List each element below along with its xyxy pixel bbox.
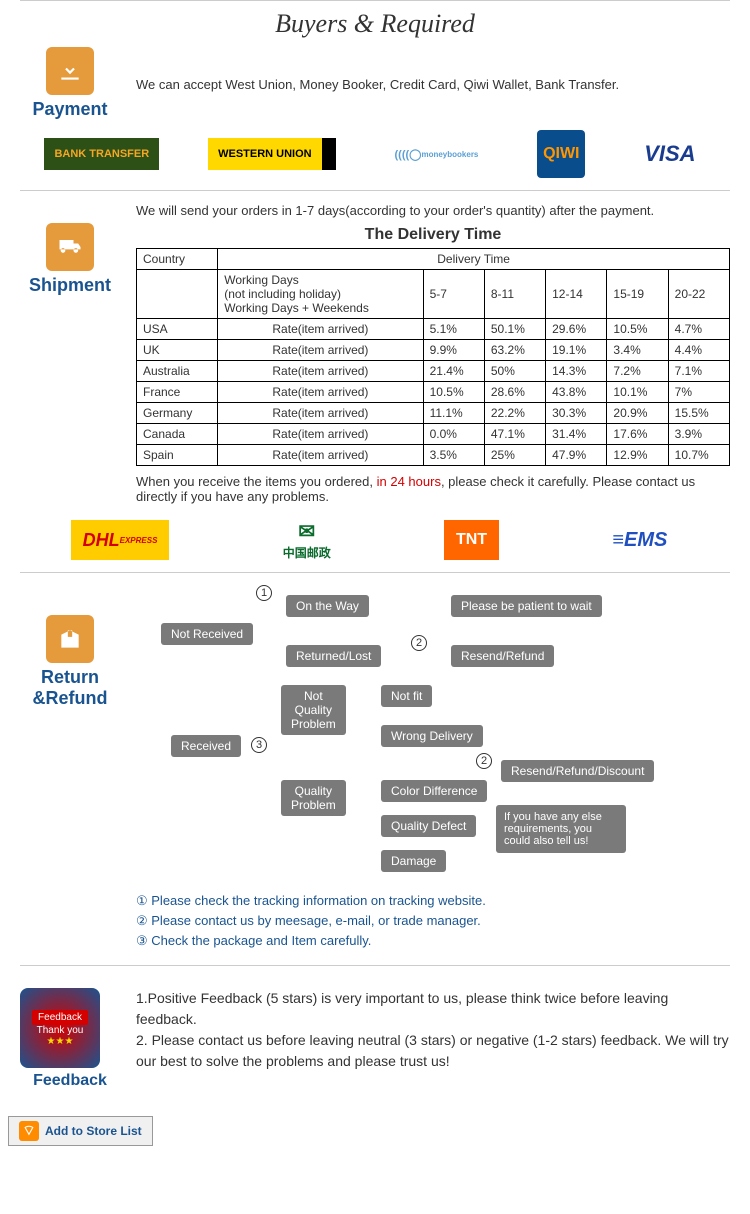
payment-title: Payment bbox=[20, 99, 120, 120]
range-4: 20-22 bbox=[668, 270, 729, 319]
payment-icon bbox=[46, 47, 94, 95]
moneybookers-logo: ((((◯moneybookers bbox=[385, 138, 489, 170]
note-2: ② Please contact us by meesage, e-mail, … bbox=[136, 913, 730, 929]
box-damage: Damage bbox=[381, 850, 446, 872]
page-header: Buyers & Required bbox=[20, 0, 730, 47]
separator bbox=[20, 190, 730, 191]
china-post-logo: ✉中国邮政 bbox=[271, 520, 343, 560]
payment-text: We can accept West Union, Money Booker, … bbox=[136, 77, 730, 92]
circle-1: 1 bbox=[256, 585, 272, 601]
return-section: Return &Refund 1 Not Received On the Way… bbox=[20, 585, 730, 953]
range-0: 5-7 bbox=[423, 270, 484, 319]
return-title: Return &Refund bbox=[20, 667, 120, 709]
bank-transfer-logo: BANK TRANSFER bbox=[44, 138, 159, 170]
separator bbox=[20, 965, 730, 966]
shipment-icon bbox=[46, 223, 94, 271]
add-to-store-button[interactable]: ⌔ Add to Store List bbox=[8, 1116, 153, 1146]
feedback-section: Feedback Thank you ★★★ Feedback 1.Positi… bbox=[20, 978, 730, 1100]
th-delivery: Delivery Time bbox=[218, 249, 730, 270]
box-on-way: On the Way bbox=[286, 595, 369, 617]
return-icon bbox=[46, 615, 94, 663]
table-row: UKRate(item arrived)9.9%63.2%19.1%3.4%4.… bbox=[137, 340, 730, 361]
return-notes: ① Please check the tracking information … bbox=[136, 893, 730, 949]
shipment-title: Shipment bbox=[20, 275, 120, 296]
callout: If you have any else requirements, you c… bbox=[496, 805, 626, 853]
after-table-note: When you receive the items you ordered, … bbox=[136, 474, 730, 504]
circle-2a: 2 bbox=[411, 635, 427, 651]
western-union-logo: WESTERN UNION bbox=[208, 138, 336, 170]
box-not-fit: Not fit bbox=[381, 685, 432, 707]
payment-section: Payment We can accept West Union, Money … bbox=[20, 47, 730, 178]
box-not-received: Not Received bbox=[161, 623, 253, 645]
ems-logo: ≡EMS bbox=[600, 520, 679, 560]
table-row: AustraliaRate(item arrived)21.4%50%14.3%… bbox=[137, 361, 730, 382]
feedback-text: 1.Positive Feedback (5 stars) is very im… bbox=[136, 988, 730, 1090]
box-wrong: Wrong Delivery bbox=[381, 725, 483, 747]
delivery-table: Country Delivery Time Working Days (not … bbox=[136, 248, 730, 466]
box-nqp: Not Quality Problem bbox=[281, 685, 346, 735]
table-row: SpainRate(item arrived)3.5%25%47.9%12.9%… bbox=[137, 445, 730, 466]
feedback-badge-icon: Feedback Thank you ★★★ bbox=[20, 988, 100, 1068]
range-3: 15-19 bbox=[607, 270, 668, 319]
box-received: Received bbox=[171, 735, 241, 757]
note-1: ① Please check the tracking information … bbox=[136, 893, 730, 909]
shipment-intro: We will send your orders in 1-7 days(acc… bbox=[136, 203, 730, 218]
tnt-logo: TNT bbox=[444, 520, 499, 560]
note-3: ③ Check the package and Item carefully. bbox=[136, 933, 730, 949]
table-row: CanadaRate(item arrived)0.0%47.1%31.4%17… bbox=[137, 424, 730, 445]
shipment-section: Shipment We will send your orders in 1-7… bbox=[20, 203, 730, 560]
box-returned: Returned/Lost bbox=[286, 645, 381, 667]
rss-icon: ⌔ bbox=[19, 1121, 39, 1141]
flowchart: 1 Not Received On the Way Returned/Lost … bbox=[136, 585, 730, 885]
box-patient: Please be patient to wait bbox=[451, 595, 602, 617]
carrier-logos: DHLEXPRESS ✉中国邮政 TNT ≡EMS bbox=[20, 520, 730, 560]
box-defect: Quality Defect bbox=[381, 815, 476, 837]
payment-logos: BANK TRANSFER WESTERN UNION ((((◯moneybo… bbox=[20, 130, 730, 178]
feedback-title: Feedback bbox=[20, 1072, 120, 1090]
dhl-logo: DHLEXPRESS bbox=[71, 520, 170, 560]
circle-3: 3 bbox=[251, 737, 267, 753]
box-resend2: Resend/Refund/Discount bbox=[501, 760, 654, 782]
table-row: FranceRate(item arrived)10.5%28.6%43.8%1… bbox=[137, 382, 730, 403]
visa-logo: VISA bbox=[634, 138, 705, 170]
th-country: Country bbox=[137, 249, 218, 270]
box-qp: Quality Problem bbox=[281, 780, 346, 816]
th-working: Working Days (not including holiday) Wor… bbox=[218, 270, 423, 319]
range-2: 12-14 bbox=[546, 270, 607, 319]
box-color: Color Difference bbox=[381, 780, 487, 802]
table-row: USARate(item arrived)5.1%50.1%29.6%10.5%… bbox=[137, 319, 730, 340]
table-title: The Delivery Time bbox=[136, 226, 730, 244]
qiwi-logo: QIWI bbox=[537, 130, 585, 178]
separator bbox=[20, 572, 730, 573]
circle-2b: 2 bbox=[476, 753, 492, 769]
box-resend1: Resend/Refund bbox=[451, 645, 554, 667]
table-row: GermanyRate(item arrived)11.1%22.2%30.3%… bbox=[137, 403, 730, 424]
range-1: 8-11 bbox=[484, 270, 545, 319]
